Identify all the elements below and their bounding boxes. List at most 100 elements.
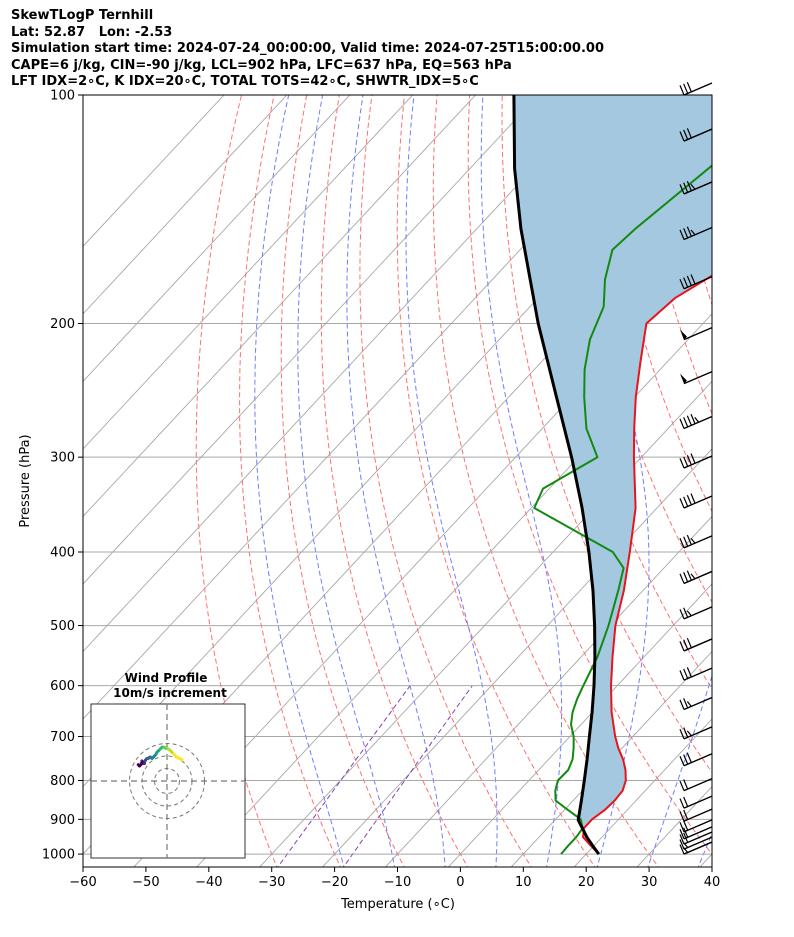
wind-barb: [679, 826, 713, 840]
isotherm-line: [133, 245, 712, 867]
hodograph-title: Wind Profile: [125, 671, 208, 685]
dry-adiabat: [195, 95, 278, 867]
wind-barb: [680, 326, 713, 341]
parcel-line: [512, 95, 601, 855]
y-tick-label: 500: [50, 619, 75, 634]
wind-barb: [679, 180, 713, 195]
dry-adiabat: [396, 95, 596, 867]
y-tick-label: 700: [50, 730, 75, 745]
chart-header: SkewTLogP Ternhill Lat: 52.87 Lon: -2.53…: [11, 8, 604, 91]
time-line: Simulation start time: 2024-07-24_00:00:…: [11, 41, 604, 56]
x-axis-label: Temperature (∘C): [340, 897, 455, 912]
profile-lines: [512, 95, 712, 855]
dry-adiabat: [320, 95, 469, 867]
isotherm-line: [83, 95, 288, 315]
moist-adiabat: [346, 95, 446, 867]
dry-adiabat: [730, 95, 794, 870]
wind-barb: [679, 795, 713, 809]
x-tick-label: −60: [69, 875, 96, 890]
cape-fill: [513, 95, 712, 855]
isotherm-line: [83, 95, 351, 383]
isotherm-line: [83, 95, 225, 248]
wind-barb: [679, 570, 713, 585]
x-tick-label: −10: [384, 875, 411, 890]
mixing-ratio-line: [342, 685, 473, 867]
dry-adiabat: [763, 95, 794, 870]
y-tick-label: 600: [50, 679, 75, 694]
moist-adiabat: [297, 95, 396, 867]
temperature-line: [582, 274, 712, 855]
wind-barbs: [679, 82, 713, 855]
x-tick-label: −20: [321, 875, 348, 890]
x-tick-label: 10: [515, 875, 532, 890]
wind-barb: [679, 696, 713, 711]
dry-adiabat: [501, 95, 712, 774]
chart-title: SkewTLogP Ternhill: [11, 8, 154, 23]
isotherm-line: [760, 88, 794, 870]
x-tick-label: −50: [132, 875, 159, 890]
y-tick-label: 400: [50, 546, 75, 561]
mixing-ratio-lines: [277, 685, 473, 867]
wind-barb: [679, 667, 713, 681]
moist-adiabat: [480, 95, 563, 867]
x-tick-label: −30: [258, 875, 285, 890]
isotherm-line: [83, 95, 540, 585]
wind-barb: [679, 808, 713, 822]
isotherm-line: [83, 95, 414, 450]
wind-barb: [679, 752, 713, 767]
wind-barb: [679, 534, 713, 549]
x-tick-label: 40: [704, 875, 721, 890]
x-tick-label: 0: [456, 875, 464, 890]
wind-barb: [679, 726, 713, 740]
x-tick-label: 20: [578, 875, 595, 890]
wind-barb: [679, 128, 713, 142]
isotherm-line: [384, 515, 712, 867]
isotherm-line: [573, 718, 712, 867]
y-axis-label: Pressure (hPa): [18, 434, 33, 527]
wind-barb: [679, 453, 713, 469]
wind-barb: [679, 819, 713, 833]
wind-barb: [680, 370, 713, 385]
hodograph-trace: [136, 763, 141, 768]
wind-barb: [679, 413, 713, 430]
y-tick-label: 1000: [42, 848, 75, 863]
dry-adiabat: [599, 95, 712, 513]
cape-line: CAPE=6 j/kg, CIN=-90 j/kg, LCL=902 hPa, …: [11, 57, 512, 73]
wind-barb: [679, 778, 713, 792]
wind-barb: [679, 493, 713, 509]
x-tick-label: −40: [195, 875, 222, 890]
axes: −60 −50 −40 −30 −20 −10 0 10 20 30 40 100 200 300 400 5…: [42, 89, 720, 891]
mixing-ratio-line: [277, 685, 411, 867]
dry-adiabat: [467, 95, 712, 855]
moist-adiabat: [647, 674, 712, 867]
dewpoint-line: [533, 164, 712, 855]
wind-barb: [679, 82, 713, 96]
moist-adiabat-lines: [254, 95, 712, 867]
dry-adiabat: [239, 95, 342, 867]
cape-area: [513, 95, 712, 855]
isotherm-line: [83, 95, 602, 653]
dry-adiabat: [359, 95, 532, 867]
x-tick-label: 30: [641, 875, 658, 890]
moist-adiabat: [581, 95, 650, 867]
isotherm-line: [83, 95, 477, 518]
hodograph-inset: Wind Profile 10m/s increment: [90, 671, 246, 859]
isotherm-line: [510, 650, 712, 867]
wind-barb: [679, 606, 713, 620]
moist-adiabat: [405, 95, 498, 867]
isotherm-line: [447, 583, 712, 867]
wind-barb: [679, 637, 713, 652]
dry-adiabat: [280, 95, 405, 867]
wind-barb: [679, 274, 713, 290]
hodograph-frame: [90, 703, 246, 859]
wind-barb: [679, 226, 713, 241]
index-line: LFT IDX=2∘C, K IDX=20∘C, TOTAL TOTS=42∘C…: [11, 74, 479, 89]
hodograph-subtitle: 10m/s increment: [113, 686, 227, 700]
y-tick-label: 900: [50, 813, 75, 828]
y-tick-label: 100: [50, 89, 75, 104]
y-tick-label: 800: [50, 774, 75, 789]
dry-adiabat: [432, 95, 660, 867]
y-tick-label: 300: [50, 451, 75, 466]
y-tick-label: 200: [50, 317, 75, 332]
